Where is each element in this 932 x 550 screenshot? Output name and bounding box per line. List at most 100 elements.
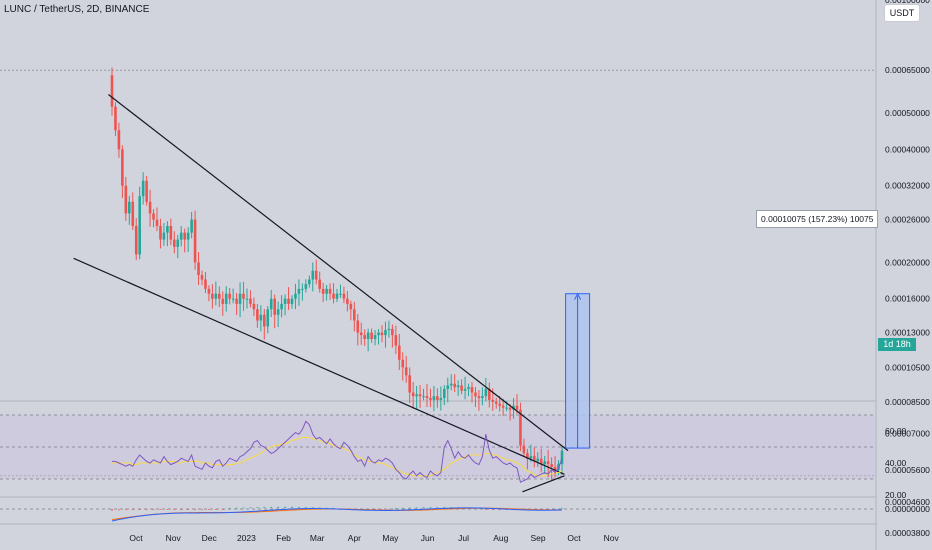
candle-body <box>477 396 481 399</box>
candle-body <box>432 396 436 400</box>
price-tick-label: 0.00026000 <box>885 215 930 225</box>
candle-body <box>218 293 221 299</box>
candle-body <box>425 396 429 399</box>
candle-body <box>152 213 155 220</box>
macd-histogram-bar <box>291 506 293 508</box>
candle-body <box>263 314 266 327</box>
macd-histogram-bar <box>187 509 190 510</box>
price-tick-label: 0.00065000 <box>885 65 930 75</box>
macd-histogram-bar <box>242 507 245 509</box>
macd-histogram-bar <box>318 507 321 509</box>
candle-body <box>301 288 304 290</box>
symbol-title: LUNC / TetherUS, 2D, BINANCE <box>4 4 150 15</box>
macd-histogram-bar <box>124 509 127 510</box>
candle-body <box>356 320 360 333</box>
candle-body <box>117 130 121 150</box>
macd-histogram-bar <box>166 509 169 510</box>
candle-body <box>560 450 564 465</box>
macd-histogram-bar <box>138 509 141 510</box>
candle-body <box>186 232 190 240</box>
macd-histogram-bar <box>173 509 176 510</box>
candle-body <box>214 293 218 299</box>
candle-body <box>141 180 145 197</box>
candle-body <box>515 405 519 410</box>
macd-histogram-bar <box>429 507 432 509</box>
candle-body <box>491 399 495 402</box>
candle-body <box>446 385 450 389</box>
candle-body <box>190 219 193 233</box>
macd-histogram-bar <box>561 507 563 509</box>
rsi-tick-label: 20.00 <box>885 490 907 500</box>
time-tick-label: Feb <box>276 533 291 543</box>
axis-layer: 0.00100000 0.00065000 0.00050000 0.00040000… <box>129 0 930 543</box>
macd-histogram-bar <box>194 509 197 510</box>
candle-body <box>488 388 491 400</box>
candle-body <box>207 288 211 294</box>
candle-body <box>297 288 301 294</box>
candle-body <box>384 330 387 336</box>
candle-body <box>121 149 124 186</box>
price-tick-label: 0.00005600 <box>885 465 930 475</box>
candle-body <box>280 303 283 310</box>
macd-histogram-bar <box>180 509 183 510</box>
time-tick-label: Jul <box>458 533 469 543</box>
macd-histogram-bar <box>207 509 210 510</box>
candle-body <box>131 201 135 226</box>
candle-body <box>474 392 477 397</box>
candle-body <box>470 387 474 393</box>
candle-body <box>501 405 505 408</box>
macd-histogram-bar <box>304 507 307 509</box>
candle-body <box>304 284 308 289</box>
candle-body <box>256 309 259 321</box>
time-tick-label: Oct <box>567 533 581 543</box>
candle-body <box>273 298 276 315</box>
macd-histogram-bar <box>277 506 280 508</box>
candle-body <box>387 328 391 331</box>
macd-histogram-bar <box>284 506 287 508</box>
candle-body <box>321 288 325 294</box>
candle-body <box>308 279 311 285</box>
annotation-layer <box>73 94 591 475</box>
candle-body <box>314 270 318 280</box>
candle-body <box>159 225 162 240</box>
candle-body <box>249 298 252 304</box>
candle-body <box>176 239 180 247</box>
candle-body <box>456 385 460 388</box>
time-tick-label: Sep <box>530 533 545 543</box>
indicator-background-layer <box>0 414 876 480</box>
candle-body <box>408 375 411 393</box>
candle-body <box>536 458 540 462</box>
currency-selector[interactable]: USDT <box>884 4 920 22</box>
candle-body <box>342 293 346 299</box>
time-tick-label: Apr <box>348 533 361 543</box>
candle-body <box>138 196 141 255</box>
price-tick-label: 0.00004600 <box>885 497 930 507</box>
candle-body <box>401 359 405 368</box>
time-tick-label: Jun <box>421 533 435 543</box>
macd-layer <box>0 506 876 522</box>
candle-body <box>449 383 453 386</box>
candle-body <box>481 396 484 399</box>
macd-histogram-bar <box>235 507 238 509</box>
macd-histogram-bar <box>394 507 397 509</box>
candle-body <box>204 279 207 289</box>
candle-body <box>373 335 377 339</box>
candle-body <box>183 232 186 240</box>
candle-body <box>110 75 114 107</box>
macd-histogram-bar <box>387 509 390 510</box>
time-tick-label: Nov <box>604 533 620 543</box>
candle-body <box>328 288 332 294</box>
candle-body <box>543 461 546 465</box>
candle-body <box>276 309 280 315</box>
candle-body <box>377 332 380 336</box>
macd-histogram-bar <box>297 506 300 508</box>
candle-body <box>145 180 148 202</box>
candle-body <box>366 332 370 339</box>
candle-body <box>505 407 508 409</box>
candle-body <box>411 392 415 397</box>
candle-body <box>166 225 169 233</box>
candle-body <box>422 396 425 398</box>
macd-histogram-bar <box>214 509 217 510</box>
time-tick-label: May <box>382 533 399 543</box>
